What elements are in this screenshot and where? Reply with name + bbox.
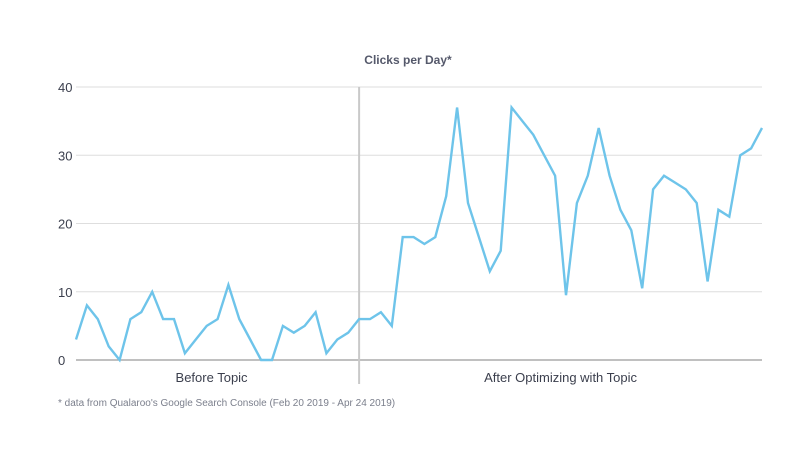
region-label-before: Before Topic: [176, 370, 249, 385]
data-source-footnote: * data from Qualaroo's Google Search Con…: [58, 398, 396, 409]
y-tick-label-0: 0: [58, 353, 65, 368]
y-tick-label-10: 10: [58, 285, 72, 300]
chart-title: Clicks per Day*: [364, 53, 452, 67]
grid-lines: [76, 86, 762, 361]
clicks-series-line: [74, 104, 764, 363]
region-label-after: After Optimizing with Topic: [484, 370, 637, 385]
y-tick-label-20: 20: [58, 217, 72, 232]
y-tick-label-30: 30: [58, 148, 72, 163]
y-tick-label-40: 40: [58, 80, 72, 95]
series-group: [74, 104, 764, 363]
y-axis-tick-labels: 0 10 20 30 40: [58, 80, 72, 368]
